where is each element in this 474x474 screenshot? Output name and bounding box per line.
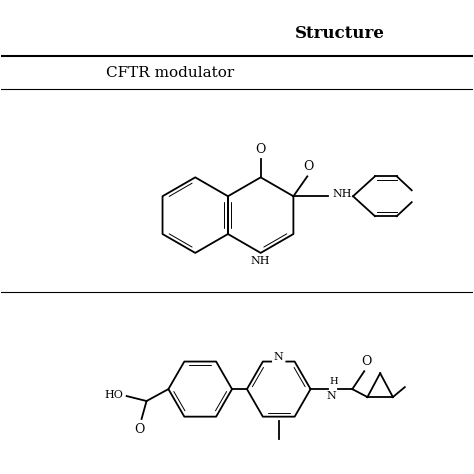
Text: N: N — [274, 352, 283, 362]
Text: N: N — [327, 391, 337, 401]
Text: CFTR modulator: CFTR modulator — [106, 66, 235, 80]
Text: HO: HO — [105, 390, 124, 400]
Text: NH: NH — [332, 189, 352, 199]
Text: O: O — [303, 160, 313, 173]
Text: O: O — [255, 144, 266, 156]
Text: O: O — [361, 355, 372, 368]
Text: NH: NH — [251, 256, 271, 266]
Text: H: H — [329, 377, 338, 386]
Text: Structure: Structure — [294, 25, 384, 42]
Text: O: O — [135, 423, 145, 436]
